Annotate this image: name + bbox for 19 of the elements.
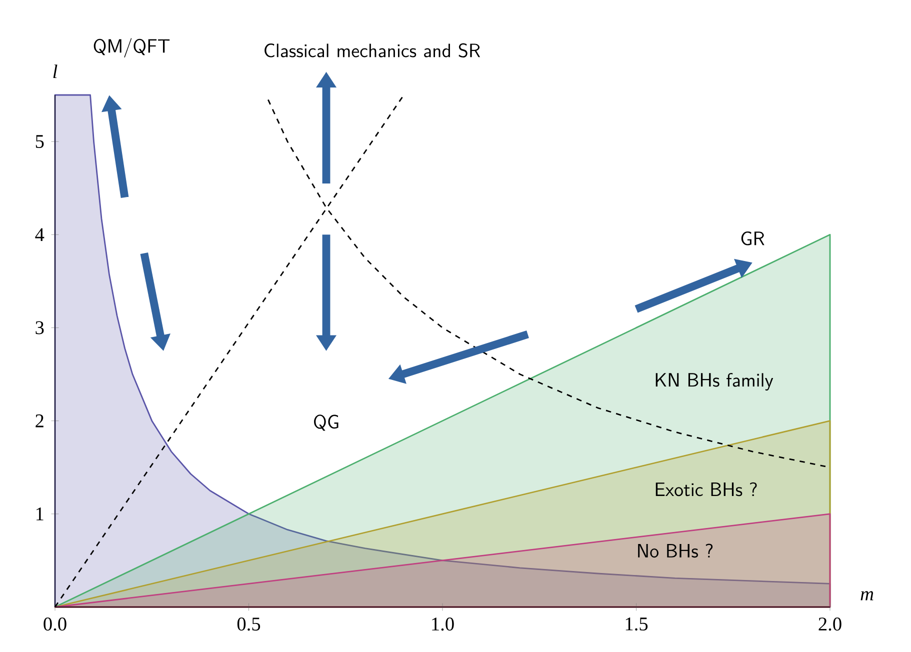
x-tick-label: 0.5 [237, 618, 260, 631]
annotation: GR [741, 231, 764, 246]
y-axis-title: l [53, 64, 58, 78]
x-tick-label: 0.0 [44, 618, 66, 631]
y-tick-label: 3 [36, 321, 44, 334]
x-tick-label: 2.0 [818, 618, 842, 631]
annotation: Exotic BHs ? [656, 482, 757, 496]
y-tick-label: 5 [36, 135, 44, 148]
annotation: KN BHs family [656, 372, 774, 390]
x-tick-label: 1.0 [432, 618, 454, 631]
y-tick-label: 1 [36, 508, 44, 520]
y-tick-label: 2 [36, 414, 44, 428]
x-axis-title: m [860, 591, 874, 600]
annotation: No BHs ? [638, 544, 713, 558]
x-tick-label: 1.5 [626, 618, 648, 631]
annotation: QG [314, 414, 338, 431]
text: Classical mechanics and SR [264, 43, 480, 58]
y-tick-label: 4 [35, 228, 44, 242]
text: QM/QFT [94, 38, 170, 58]
